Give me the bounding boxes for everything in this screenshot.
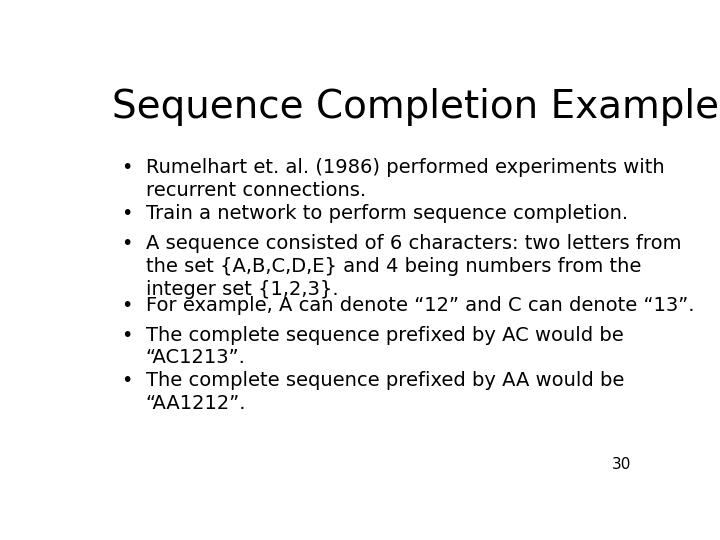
- Text: The complete sequence prefixed by AA would be
“AA1212”.: The complete sequence prefixed by AA wou…: [145, 371, 624, 413]
- Text: Train a network to perform sequence completion.: Train a network to perform sequence comp…: [145, 204, 628, 223]
- Text: A sequence consisted of 6 characters: two letters from
the set {A,B,C,D,E} and 4: A sequence consisted of 6 characters: tw…: [145, 234, 681, 299]
- Text: 30: 30: [612, 457, 631, 472]
- Text: •: •: [121, 295, 132, 315]
- Text: •: •: [121, 204, 132, 223]
- Text: The complete sequence prefixed by AC would be
“AC1213”.: The complete sequence prefixed by AC wou…: [145, 326, 624, 367]
- Text: For example, A can denote “12” and C can denote “13”.: For example, A can denote “12” and C can…: [145, 295, 694, 315]
- Text: Rumelhart et. al. (1986) performed experiments with
recurrent connections.: Rumelhart et. al. (1986) performed exper…: [145, 158, 665, 200]
- Text: •: •: [121, 326, 132, 345]
- Text: •: •: [121, 158, 132, 177]
- Text: •: •: [121, 234, 132, 253]
- Text: Sequence Completion Example: Sequence Completion Example: [112, 87, 719, 126]
- Text: •: •: [121, 371, 132, 390]
